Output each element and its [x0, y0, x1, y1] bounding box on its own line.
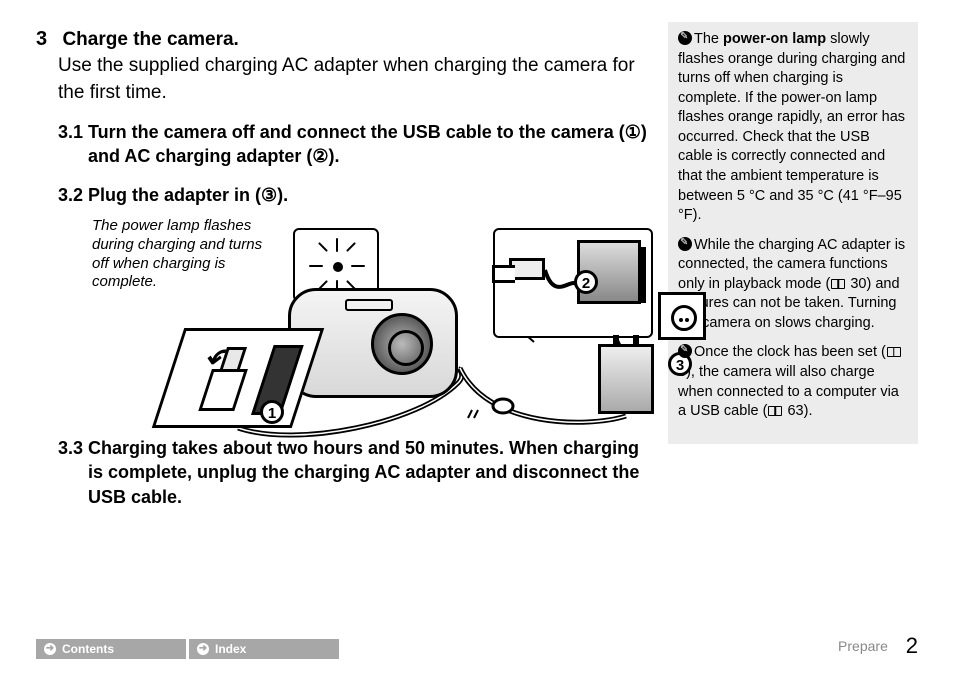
substep-text: Turn the camera off and connect the USB … — [88, 122, 647, 166]
substep-text: Charging takes about two hours and 50 mi… — [88, 438, 639, 507]
sidebar-notes: The power-on lamp slowly flashes orange … — [668, 22, 918, 444]
wall-outlet-icon — [658, 292, 706, 340]
section-label: Prepare — [838, 638, 888, 654]
tab-label: Contents — [62, 642, 114, 656]
page-footer: ➜ Contents ➜ Index Prepare 2 — [36, 639, 918, 659]
usb-a-plug-icon — [509, 258, 545, 280]
step-body: Use the supplied charging AC adapter whe… — [58, 53, 656, 106]
page-ref-icon — [887, 347, 901, 357]
charging-diagram: ↶ 1 2 3 — [58, 228, 656, 428]
arrow-right-icon: ➜ — [197, 643, 209, 655]
footer-right: Prepare 2 — [838, 633, 918, 659]
camera-top-detail — [345, 299, 393, 311]
arrow-right-icon: ➜ — [44, 643, 56, 655]
camera-lens-icon — [371, 313, 433, 375]
substep-number: 3.3 — [58, 436, 88, 460]
step-number: 3 — [36, 28, 58, 51]
index-tab[interactable]: ➜ Index — [189, 639, 339, 659]
substep-number: 3.1 — [58, 120, 88, 144]
substep-number: 3.2 — [58, 183, 88, 207]
substep-3-3: 3.3Charging takes about two hours and 50… — [58, 436, 656, 509]
diagram-marker-1: 1 — [260, 400, 284, 424]
main-column: 3 Charge the camera. Use the supplied ch… — [36, 28, 656, 509]
tab-label: Index — [215, 642, 246, 656]
contents-tab[interactable]: ➜ Contents — [36, 639, 186, 659]
wall-adapter-icon — [598, 344, 654, 414]
note-text: slowly flashes orange during charging an… — [678, 31, 905, 223]
note-bold: power-on lamp — [723, 31, 826, 47]
substep-3-2: 3.2Plug the adapter in (③). — [58, 183, 656, 207]
substep-3-1: 3.1Turn the camera off and connect the U… — [58, 120, 656, 169]
note-text: The — [694, 31, 723, 47]
note-text: Once the clock has been set ( — [694, 344, 886, 360]
note-computer-charge: Once the clock has been set ( 3), the ca… — [678, 343, 908, 421]
diagram-marker-2: 2 — [574, 270, 598, 294]
note-power-on-lamp: The power-on lamp slowly flashes orange … — [678, 30, 908, 226]
page-ref-icon — [768, 406, 782, 416]
usb-port-callout: ↶ — [152, 328, 324, 428]
page-ref-icon — [831, 279, 845, 289]
note-text: ). — [804, 403, 813, 419]
step-title: Charge the camera. — [62, 29, 238, 50]
page-ref: 63 — [783, 403, 803, 419]
footer-tabs: ➜ Contents ➜ Index — [36, 639, 918, 659]
ac-adapter-callout — [493, 228, 653, 338]
note-icon — [678, 237, 692, 251]
page-ref: 30 — [846, 276, 866, 292]
note-playback-only: While the charging AC adapter is connect… — [678, 236, 908, 334]
page-number: 2 — [906, 633, 918, 658]
note-icon — [678, 31, 692, 45]
substep-text: Plug the adapter in (③). — [88, 185, 288, 205]
step-3-header: 3 Charge the camera. — [36, 28, 656, 51]
